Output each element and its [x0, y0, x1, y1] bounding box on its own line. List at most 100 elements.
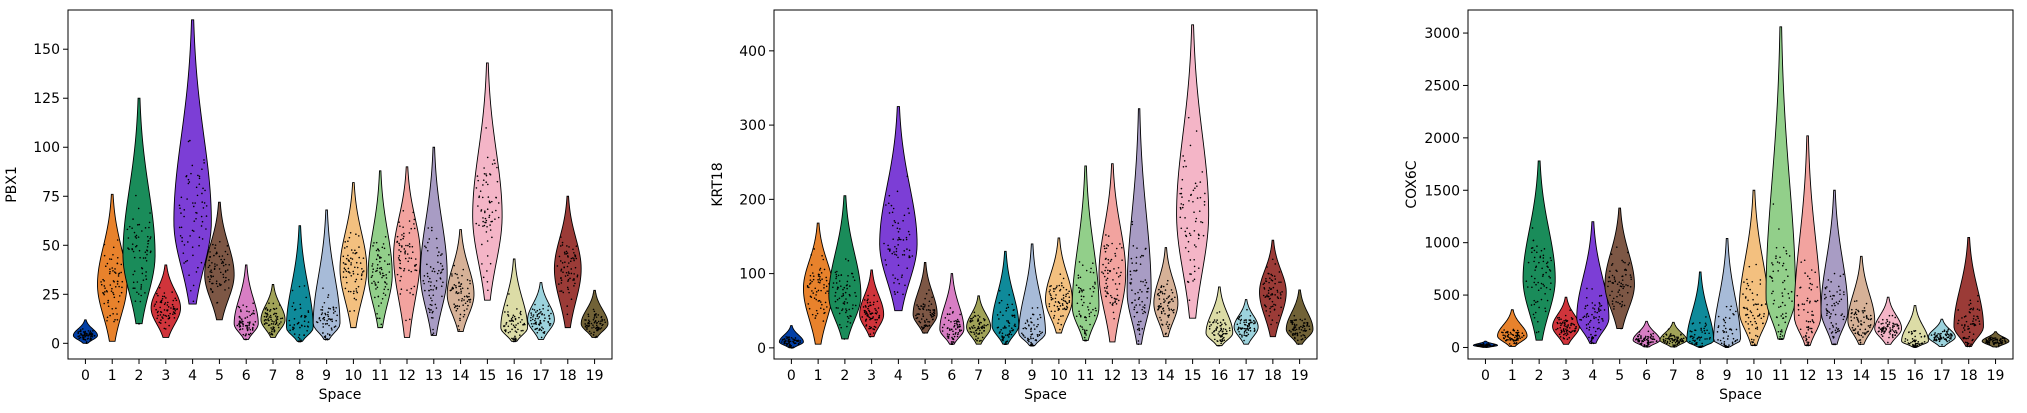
x-tick-label: 5	[215, 368, 224, 384]
x-tick-label: 8	[1696, 368, 1705, 384]
violin-pbx1-7	[260, 284, 286, 338]
x-tick-label: 18	[1960, 368, 1978, 384]
x-tick-label: 12	[1799, 368, 1817, 384]
violin-pbx1-13	[419, 146, 448, 336]
x-tick-label: 2	[840, 368, 849, 384]
violin-points-16	[1208, 311, 1231, 347]
x-tick-label: 4	[188, 368, 197, 384]
violin-pbx1-3	[150, 264, 182, 338]
violin-points-19	[1288, 314, 1311, 345]
plot-frame	[1467, 9, 2014, 360]
violin-points-17	[1930, 328, 1953, 346]
violin-cox6c-13	[1820, 189, 1849, 345]
y-tick-label: 0	[1451, 340, 1460, 356]
x-tick-label: 11	[1772, 368, 1790, 384]
violin-points-17	[1236, 308, 1256, 342]
violin-pbx1-11	[367, 170, 393, 329]
violin-points-2	[1525, 227, 1552, 334]
x-tick-label: 2	[135, 368, 144, 384]
x-tick-label: 15	[478, 368, 496, 384]
x-tick-label: 2	[1535, 368, 1544, 384]
violin-pbx1-14	[446, 229, 475, 332]
violin-pbx1-15	[472, 62, 503, 301]
violin-points-15	[1179, 116, 1206, 301]
y-tick-label: 2000	[1424, 131, 1460, 147]
x-tick-label: 9	[1028, 368, 1037, 384]
x-tick-label: 1	[1508, 368, 1517, 384]
violin-pbx1-16	[500, 258, 529, 342]
y-tick-label: 200	[739, 192, 766, 208]
x-tick-label: 17	[1237, 368, 1255, 384]
y-tick-label: 400	[739, 44, 766, 60]
violin-pbx1-8	[285, 225, 314, 342]
x-tick-label: 7	[974, 368, 983, 384]
violin-points-19	[1985, 336, 2007, 348]
violin-points-7	[263, 302, 284, 336]
x-tick-label: 16	[1906, 368, 1924, 384]
y-axis-label: KRT18	[710, 162, 726, 206]
violin-pbx1-10	[339, 182, 368, 329]
violin-points-9	[1021, 306, 1043, 347]
violin-points-14	[449, 264, 472, 331]
x-tick-label: 6	[947, 368, 956, 384]
x-tick-label: 10	[1745, 368, 1763, 384]
violin-cox6c-17	[1927, 318, 1956, 347]
violin-krt18-19	[1285, 289, 1314, 345]
x-tick-label: 14	[1157, 368, 1175, 384]
violin-cox6c-11	[1765, 26, 1796, 340]
violin-krt18-0	[778, 325, 804, 349]
violin-points-19	[584, 308, 607, 339]
violin-points-4	[883, 175, 914, 296]
x-tick-label: 14	[452, 368, 470, 384]
x-axis-label: Space	[319, 387, 362, 403]
y-tick-label: 100	[33, 140, 60, 156]
y-tick-label: 50	[42, 238, 60, 254]
x-tick-label: 3	[867, 368, 876, 384]
x-tick-label: 10	[1050, 368, 1068, 384]
violin-points-0	[1475, 342, 1496, 349]
violin-pbx1-2	[122, 97, 156, 325]
violin-points-5	[1607, 246, 1632, 330]
violin-krt18-4	[879, 106, 918, 312]
x-tick-label: 13	[425, 368, 443, 384]
violin-points-12	[396, 209, 418, 322]
y-tick-label: 500	[1433, 288, 1460, 304]
violin-points-3	[1555, 309, 1577, 340]
violin-pbx1-12	[393, 166, 421, 338]
violin-points-6	[941, 307, 963, 345]
x-tick-label: 14	[1852, 368, 1870, 384]
violin-pbx1-4	[173, 19, 212, 305]
y-tick-label: 125	[33, 91, 60, 107]
violin-points-11	[1075, 261, 1097, 342]
x-tick-label: 19	[1291, 368, 1309, 384]
x-tick-label: 3	[161, 368, 170, 384]
x-tick-label: 18	[1264, 368, 1282, 384]
violin-points-16	[1904, 329, 1926, 348]
violin-cox6c-18	[1953, 236, 1984, 347]
violin-cox6c-8	[1686, 271, 1715, 348]
violin-cox6c-12	[1793, 135, 1822, 346]
x-tick-label: 12	[398, 368, 416, 384]
x-tick-label: 1	[814, 368, 823, 384]
x-tick-label: 13	[1826, 368, 1844, 384]
y-tick-label: 2500	[1424, 78, 1460, 94]
violin-points-1	[1501, 328, 1525, 347]
violin-points-10	[1048, 273, 1071, 331]
x-tick-label: 5	[921, 368, 930, 384]
violin-points-1	[100, 239, 124, 323]
violin-cox6c-9	[1713, 238, 1741, 348]
x-tick-label: 7	[269, 368, 278, 384]
x-tick-label: 19	[1987, 368, 2005, 384]
violin-points-11	[370, 235, 391, 326]
violin-krt18-3	[859, 269, 885, 338]
violin-points-8	[996, 290, 1017, 345]
violin-points-2	[126, 194, 152, 325]
x-tick-label: 4	[1588, 368, 1597, 384]
violin-cox6c-5	[1604, 207, 1635, 330]
x-tick-label: 17	[532, 368, 550, 384]
violin-points-18	[1262, 258, 1283, 326]
violin-points-15	[475, 127, 500, 292]
violin-points-16	[503, 293, 526, 343]
violin-cox6c-4	[1576, 221, 1610, 344]
